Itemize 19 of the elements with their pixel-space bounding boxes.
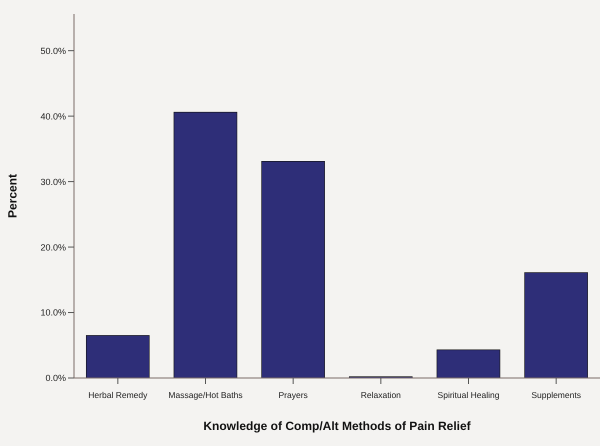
y-tick-label: 40.0% <box>40 111 66 122</box>
y-axis-title: Percent <box>5 174 20 218</box>
x-tick-label: Supplements <box>531 390 581 400</box>
x-tick-label: Spiritual Healing <box>438 390 500 400</box>
x-axis-title: Knowledge of Comp/Alt Methods of Pain Relief <box>203 419 472 433</box>
x-tick-label: Herbal Remedy <box>88 390 148 400</box>
x-tick-label: Prayers <box>278 390 308 400</box>
bar <box>174 112 238 378</box>
y-tick-label: 10.0% <box>40 308 66 318</box>
x-tick-label: Relaxation <box>360 390 402 400</box>
bar <box>524 272 588 378</box>
y-tick-label: 0.0% <box>45 373 66 384</box>
bar <box>436 350 500 378</box>
y-tick-label: 50.0% <box>40 46 66 56</box>
bar <box>86 335 150 378</box>
bar <box>261 161 325 378</box>
y-tick-label: 20.0% <box>40 242 66 252</box>
y-tick-label: 30.0% <box>40 176 66 187</box>
x-tick-label: Massage/Hot Baths <box>168 390 243 400</box>
